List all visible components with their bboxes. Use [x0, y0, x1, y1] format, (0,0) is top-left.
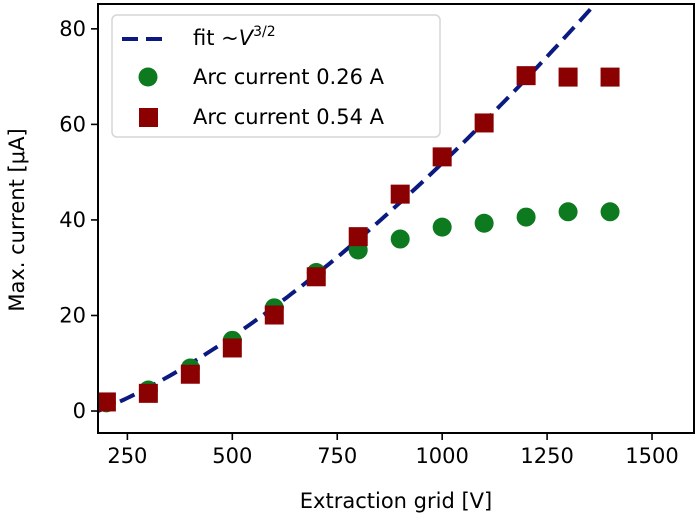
point-arc-0-54	[138, 383, 158, 403]
point-arc-0-54	[98, 392, 116, 412]
point-arc-0-54	[474, 113, 494, 133]
x-tick-label: 1000	[415, 444, 468, 468]
point-arc-0-54	[306, 267, 326, 287]
legend-label-fit: fit ~V3/2	[193, 24, 276, 50]
point-arc-0-54	[516, 66, 536, 86]
x-tick-label: 750	[317, 444, 357, 468]
x-axis-label: Extraction grid [V]	[300, 489, 492, 513]
point-arc-0-26	[390, 229, 410, 249]
point-arc-0-26	[432, 217, 452, 237]
point-arc-0-26	[516, 207, 536, 227]
point-arc-0-54	[390, 184, 410, 204]
point-arc-0-26	[558, 202, 578, 222]
y-tick-label: 60	[59, 112, 86, 136]
point-arc-0-54	[558, 67, 578, 87]
y-axis: 0 20 40 60 80	[59, 17, 98, 423]
x-tick-label: 1500	[625, 444, 678, 468]
points-layer	[98, 66, 620, 413]
legend-label-054: Arc current 0.54 A	[193, 105, 385, 129]
point-arc-0-54	[222, 338, 242, 358]
y-tick-label: 20	[59, 303, 86, 327]
legend-circle-marker	[138, 67, 158, 87]
point-arc-0-54	[600, 67, 620, 87]
legend-box	[111, 14, 441, 138]
x-axis: 250 500 750 1000 1250 1500	[107, 433, 679, 468]
legend-square-marker	[139, 108, 158, 127]
x-tick-label: 500	[212, 444, 252, 468]
point-arc-0-54	[432, 147, 452, 167]
legend-label-026: Arc current 0.26 A	[193, 65, 385, 89]
y-tick-label: 40	[59, 208, 86, 232]
legend: fit ~V3/2 Arc current 0.26 A Arc current…	[111, 14, 441, 138]
point-arc-0-54	[348, 227, 368, 247]
x-tick-label: 250	[107, 444, 147, 468]
point-arc-0-26	[600, 202, 620, 222]
y-axis-label: Max. current [μA]	[5, 128, 29, 311]
point-arc-0-54	[180, 364, 200, 384]
y-tick-label: 80	[59, 17, 86, 41]
point-arc-0-26	[474, 213, 494, 233]
y-tick-label: 0	[73, 399, 86, 423]
x-tick-label: 1250	[520, 444, 573, 468]
plot-frame	[97, 3, 695, 434]
point-arc-0-54	[264, 305, 284, 325]
